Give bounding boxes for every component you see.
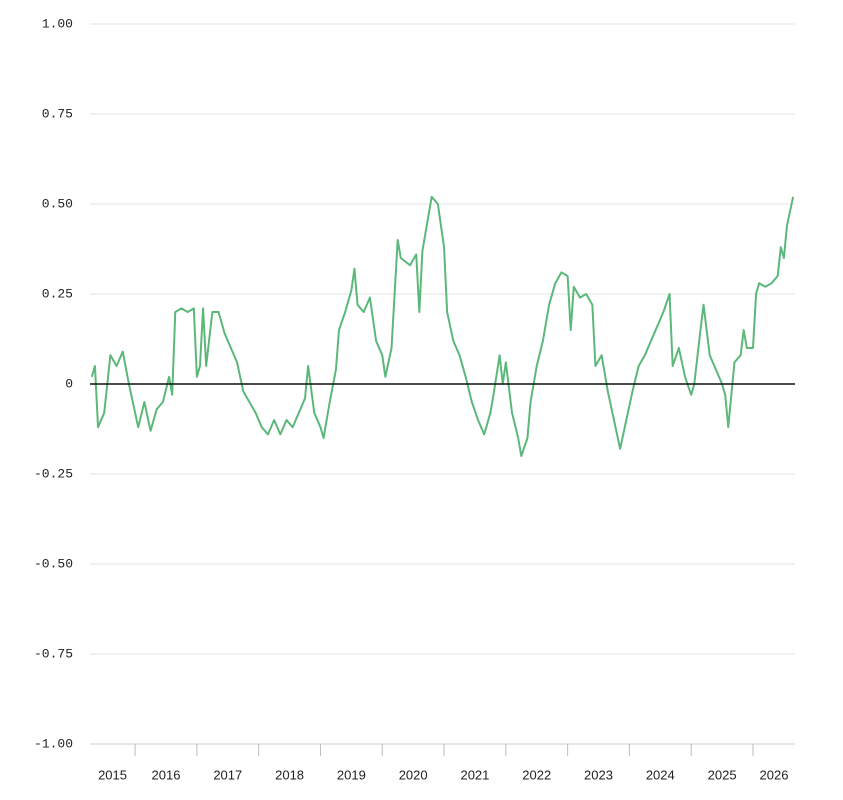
y-tick-label: 0 (65, 376, 73, 391)
x-tick-label: 2020 (399, 767, 428, 782)
x-tick-label: 2016 (152, 767, 181, 782)
x-tick-label: 2024 (646, 767, 675, 782)
y-tick-label: -1.00 (34, 736, 73, 751)
y-tick-label: 0.75 (42, 106, 73, 121)
y-tick-label: 1.00 (42, 16, 73, 31)
x-tick-label: 2026 (760, 767, 789, 782)
y-tick-label: -0.50 (34, 556, 73, 571)
y-tick-label: -0.75 (34, 646, 73, 661)
x-tick-label: 2015 (98, 767, 127, 782)
x-tick-label: 2023 (584, 767, 613, 782)
x-tick-label: 2021 (460, 767, 489, 782)
data-line (90, 195, 795, 457)
x-tick-label: 2022 (522, 767, 551, 782)
x-tick-label: 2017 (213, 767, 242, 782)
y-tick-label: -0.25 (34, 466, 73, 481)
y-tick-label: 0.50 (42, 196, 73, 211)
x-tick-label: 2018 (275, 767, 304, 782)
y-tick-label: 0.25 (42, 286, 73, 301)
x-tick-label: 2025 (708, 767, 737, 782)
x-tick-label: 2019 (337, 767, 366, 782)
